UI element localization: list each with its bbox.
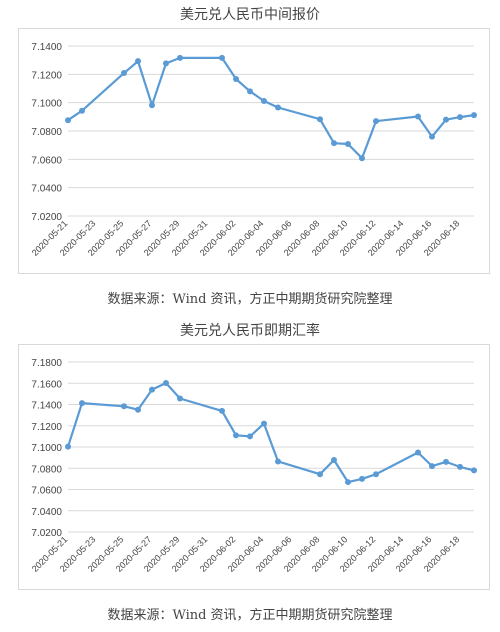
- data-point: [163, 380, 169, 387]
- data-point: [219, 54, 225, 61]
- y-tick-label: 7.1600: [31, 379, 62, 390]
- y-tick-label: 7.1400: [31, 401, 62, 412]
- y-tick-label: 7.1200: [31, 422, 62, 433]
- data-point: [345, 479, 351, 486]
- series-line: [67, 56, 475, 160]
- data-point: [65, 117, 71, 124]
- y-tick-label: 7.0800: [31, 464, 62, 475]
- data-point: [149, 102, 155, 109]
- chart-source-note: 数据来源：Wind 资讯，方正中期期货研究院整理: [107, 292, 393, 307]
- series-line: [66, 381, 475, 484]
- data-point: [233, 432, 239, 439]
- chart-frame: [18, 28, 490, 274]
- data-point: [415, 113, 421, 120]
- data-point: [359, 155, 365, 162]
- data-point: [65, 443, 71, 450]
- y-tick-label: 7.1000: [31, 99, 62, 110]
- data-point: [121, 70, 127, 77]
- data-point: [247, 88, 253, 95]
- y-tick-label: 7.1400: [31, 42, 62, 53]
- data-point: [275, 104, 281, 111]
- data-point: [275, 458, 281, 465]
- y-tick-label: 7.0400: [31, 184, 62, 195]
- y-tick-label: 7.0600: [31, 486, 62, 497]
- data-point: [471, 467, 477, 474]
- data-point: [457, 114, 463, 121]
- y-tick-label: 7.0200: [31, 528, 62, 539]
- data-point: [457, 463, 463, 470]
- data-point: [317, 471, 323, 478]
- data-point: [233, 76, 239, 83]
- data-point: [247, 433, 253, 440]
- line-chart-midpoint: 7.1400 7.1200 7.1000 7.0800 7.0600 7.0400 7.02…: [30, 42, 477, 258]
- data-point: [373, 118, 379, 125]
- y-tick-label: 7.0600: [31, 155, 62, 166]
- data-point: [261, 97, 267, 104]
- data-point: [79, 107, 85, 114]
- data-point: [429, 463, 435, 470]
- data-point: [331, 140, 337, 147]
- y-tick-label: 7.0200: [31, 212, 62, 223]
- chart-panel-midpoint: 美元兑人民币中间报价 7.1400 7.1200 7.1000 7.0800 7.060…: [18, 7, 490, 307]
- y-tick-label: 7.0800: [31, 127, 62, 138]
- data-point: [177, 54, 183, 61]
- chart-frame: [18, 344, 490, 590]
- y-tick-label: 7.1000: [31, 443, 62, 454]
- y-tick-label: 7.1200: [31, 70, 62, 81]
- data-point: [415, 449, 421, 456]
- data-point: [135, 406, 141, 413]
- line-chart-spot: 7.1800 7.1600 7.1400 7.1200 7.1000 7.0800 7.06…: [30, 358, 477, 574]
- data-point: [317, 116, 323, 123]
- data-point: [177, 395, 183, 402]
- data-point: [429, 133, 435, 140]
- chart-panel-spot: 美元兑人民币即期汇率 7.1800 7.1600 7.1400 7.1200 7.100…: [0, 316, 500, 632]
- y-tick-label: 7.1800: [31, 358, 62, 369]
- chart-title: 美元兑人民币即期汇率: [180, 323, 320, 339]
- data-point: [471, 112, 477, 119]
- data-point: [135, 58, 141, 65]
- data-point: [79, 400, 85, 407]
- data-point: [345, 141, 351, 148]
- data-point: [149, 386, 155, 393]
- data-point: [219, 407, 225, 414]
- y-tick-label: 7.0400: [31, 507, 62, 518]
- chart-title: 美元兑人民币中间报价: [180, 7, 320, 23]
- data-point: [121, 403, 127, 410]
- data-point: [443, 116, 449, 123]
- data-point: [163, 60, 169, 67]
- data-point: [261, 420, 267, 427]
- data-point: [443, 458, 449, 465]
- data-point: [373, 471, 379, 478]
- data-point: [359, 475, 365, 482]
- data-point: [331, 456, 337, 463]
- chart-source-note: 数据来源：Wind 资讯，方正中期期货研究院整理: [107, 608, 393, 623]
